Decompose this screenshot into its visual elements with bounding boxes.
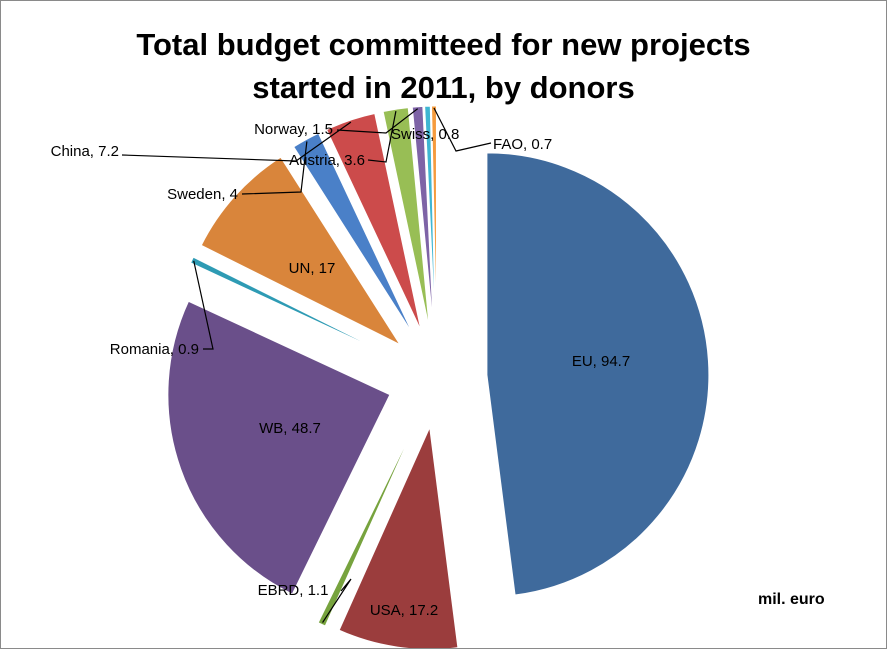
chart-title-line-1: Total budget committeed for new projects xyxy=(136,27,751,62)
slice-label-china: China, 7.2 xyxy=(51,143,119,160)
pie-slice-un xyxy=(200,156,402,346)
unit-label: mil. euro xyxy=(758,591,825,608)
slice-label-fao: FAO, 0.7 xyxy=(493,136,552,153)
slice-label-norway: Norway, 1.5 xyxy=(254,121,333,138)
leader-line-romania xyxy=(193,260,214,350)
pie-slice-swiss xyxy=(424,105,436,329)
pie-slice-norway xyxy=(411,105,434,329)
pie-slice-sweden xyxy=(293,132,414,335)
slice-label-sweden: Sweden, 4 xyxy=(167,186,238,203)
pie-slice-usa xyxy=(338,425,459,648)
chart-title: Total budget committeed for new projects… xyxy=(1,23,886,109)
pie-slice-ebrd xyxy=(317,423,417,627)
leader-line-china xyxy=(121,121,352,162)
slice-label-ebrd: EBRD, 1.1 xyxy=(258,582,329,599)
slice-label-usa: USA, 17.2 xyxy=(370,602,438,619)
pie-slice-wb xyxy=(167,300,391,595)
slice-label-wb: WB, 48.7 xyxy=(259,420,321,437)
leader-line-sweden xyxy=(241,141,308,195)
chart-title-line-2: started in 2011, by donors xyxy=(252,70,635,105)
pie-slice-fao xyxy=(430,105,437,329)
leader-line-fao xyxy=(433,107,492,152)
slice-label-romania: Romania, 0.9 xyxy=(110,341,199,358)
slice-label-swiss: Swiss, 0.8 xyxy=(391,126,459,143)
pie-slice-china xyxy=(325,112,422,331)
pie-slice-eu xyxy=(486,152,710,596)
pie-slice-romania xyxy=(189,256,393,357)
leader-line-ebrd xyxy=(322,578,352,623)
slice-label-austria: Austria, 3.6 xyxy=(289,152,365,169)
slice-label-un: UN, 17 xyxy=(289,260,336,277)
slice-label-eu: EU, 94.7 xyxy=(572,353,630,370)
pie-slice-austria xyxy=(382,107,430,329)
leader-line-norway xyxy=(336,108,419,134)
